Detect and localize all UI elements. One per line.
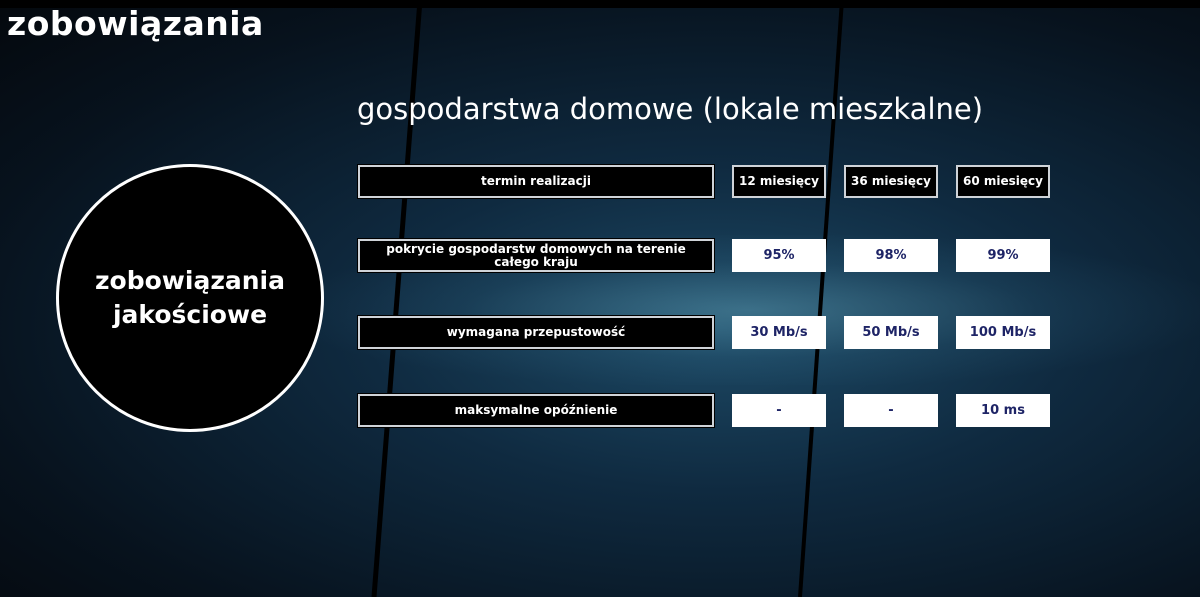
- topic-circle: zobowiązania jakościowe: [56, 164, 324, 432]
- divider-line: [798, 0, 844, 597]
- table-cell: 10 ms: [956, 394, 1050, 427]
- section-subtitle: gospodarstwa domowe (lokale mieszkalne): [357, 92, 984, 126]
- table-cell: -: [732, 394, 826, 427]
- top-black-bar: [0, 0, 1200, 8]
- table-cell: 30 Mb/s: [732, 316, 826, 349]
- table-cell: 50 Mb/s: [844, 316, 938, 349]
- header-title: zobowiązania: [7, 4, 264, 43]
- row-label-latency: maksymalne opóźnienie: [358, 394, 714, 427]
- table-cell: -: [844, 394, 938, 427]
- divider-line: [371, 0, 423, 597]
- table-cell: 98%: [844, 239, 938, 272]
- circle-line-1: zobowiązania: [95, 266, 285, 295]
- table-cell: 99%: [956, 239, 1050, 272]
- column-header: 36 miesięcy: [844, 165, 938, 198]
- row-label-coverage: pokrycie gospodarstw domowych na terenie…: [358, 239, 714, 272]
- table-cell: 95%: [732, 239, 826, 272]
- row-label-deadline: termin realizacji: [358, 165, 714, 198]
- column-header: 60 miesięcy: [956, 165, 1050, 198]
- circle-line-2: jakościowe: [112, 300, 268, 329]
- column-header: 12 miesięcy: [732, 165, 826, 198]
- table-cell: 100 Mb/s: [956, 316, 1050, 349]
- row-label-bandwidth: wymagana przepustowość: [358, 316, 714, 349]
